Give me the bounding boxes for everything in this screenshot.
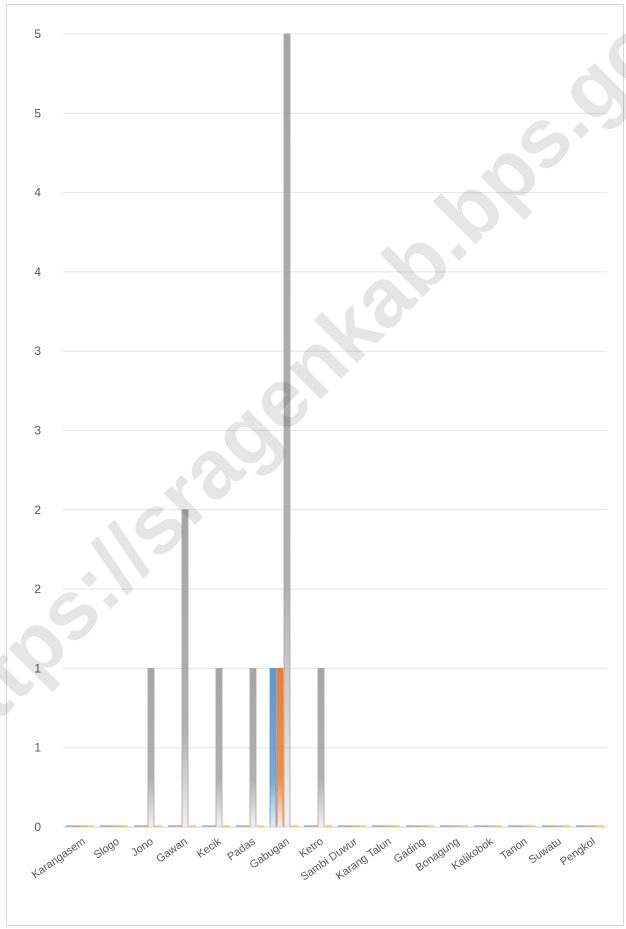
y-tick-label: 4 xyxy=(34,265,41,279)
x-tick-label: Karangasem xyxy=(30,836,88,882)
y-tick-label: 2 xyxy=(34,503,41,517)
x-tick-label: Kecik xyxy=(195,835,224,861)
y-tick-label: 3 xyxy=(34,424,41,438)
chart-frame: 0 1 1 2 2 3 3 4 4 5 5 Karangasem Slogo Jono Gawan Kecik… xyxy=(6,4,624,926)
bar xyxy=(249,668,257,828)
x-tick-label: Jono xyxy=(129,836,155,860)
x-tick-label: Suwatu xyxy=(527,836,564,867)
x-tick-label: Tanon xyxy=(498,836,529,863)
y-tick-label: 1 xyxy=(34,741,41,755)
y-tick-label: 5 xyxy=(34,27,41,41)
bar xyxy=(317,668,325,828)
y-tick-label: 2 xyxy=(34,582,41,596)
bar xyxy=(147,668,155,828)
x-tick-label: Slogo xyxy=(92,836,122,862)
bar xyxy=(181,509,189,828)
bar xyxy=(276,668,284,828)
y-tick-label: 5 xyxy=(34,106,41,120)
x-tick-label: Pengkol xyxy=(558,836,597,869)
y-tick-label: 0 xyxy=(34,820,41,834)
bar xyxy=(215,668,223,828)
bar xyxy=(269,668,277,828)
y-tick-label: 4 xyxy=(34,186,41,200)
bar xyxy=(283,33,291,828)
x-tick-label: Gawan xyxy=(154,836,189,866)
y-tick-label: 3 xyxy=(34,344,41,358)
y-tick-label: 1 xyxy=(34,661,41,675)
